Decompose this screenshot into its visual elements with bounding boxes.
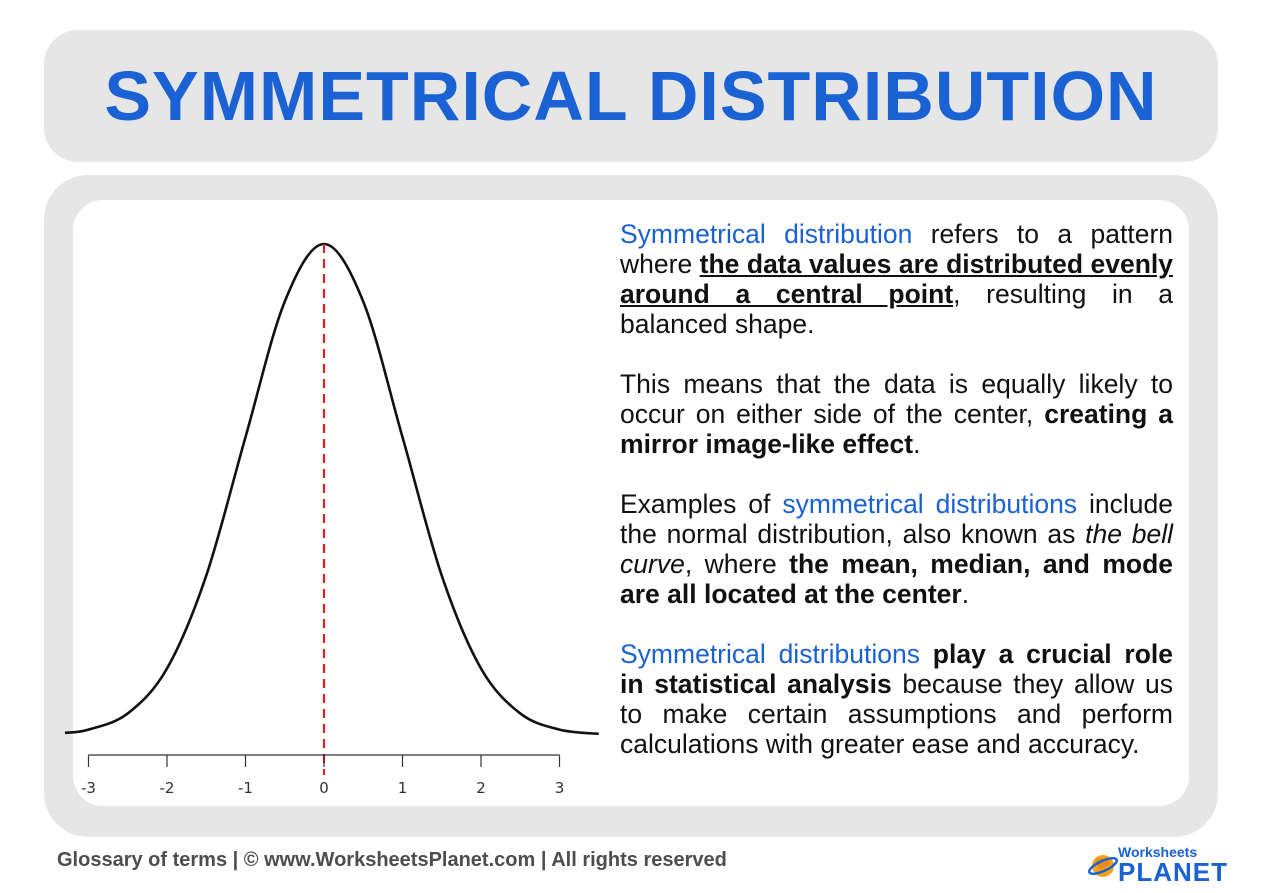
key-phrase: creating a mirror image-like effect (620, 399, 1173, 459)
paragraph-1: Symmetrical distribution refers to a pat… (620, 219, 1174, 339)
bell-curve-line (64, 242, 599, 736)
bell-curve-chart: -3 -2 -1 0 1 2 3 (64, 242, 599, 797)
footer-text: Glossary of terms | © www.WorksheetsPlan… (57, 849, 727, 871)
content-card (73, 200, 1189, 806)
x-tick-label: -2 (160, 779, 175, 797)
key-phrase: the data values are distributed evenly a… (620, 249, 1173, 309)
definition-text: Symmetrical distribution refers to a pat… (620, 219, 1173, 759)
worksheets-planet-logo: Worksheets PLANET (1088, 842, 1227, 887)
italic-phrase: the bell curve (620, 519, 1174, 579)
page-title: SYMMETRICAL DISTRIBUTION (104, 57, 1158, 135)
term-highlight: Symmetrical distributions (620, 639, 920, 669)
paragraph-3: Examples of symmetrical distributions in… (620, 489, 1174, 609)
x-tick-label: 0 (319, 779, 329, 797)
key-phrase: play a crucial role in statistical analy… (620, 639, 1173, 699)
logo-bottom-text: PLANET (1118, 857, 1228, 887)
x-tick-label: -3 (81, 779, 96, 797)
key-phrase: the mean, median, and mode are all locat… (620, 549, 1174, 609)
paragraph-2: This means that the data is equally like… (620, 369, 1173, 459)
logo-top-text: Worksheets (1118, 844, 1198, 860)
paragraph-4: Symmetrical distributions play a crucial… (620, 639, 1173, 759)
x-tick-label: 1 (398, 779, 408, 797)
planet-icon (1088, 855, 1118, 877)
x-tick-label: -1 (238, 779, 253, 797)
term-highlight: symmetrical distributions (782, 489, 1078, 519)
x-tick-label: 3 (555, 779, 565, 797)
x-tick-label: 2 (476, 779, 486, 797)
term-highlight: Symmetrical distribution (620, 219, 913, 249)
title-banner: SYMMETRICAL DISTRIBUTION (44, 30, 1218, 162)
